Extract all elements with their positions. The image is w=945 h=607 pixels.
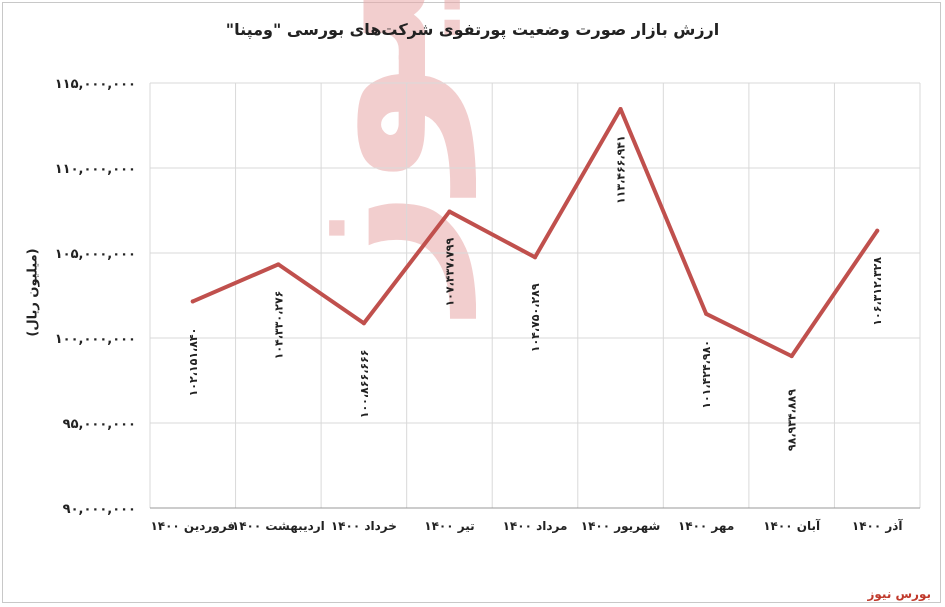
x-tick-label: شهریور ۱۴۰۰: [581, 519, 661, 534]
data-point: [276, 262, 281, 267]
y-tick-label: ۱۱۵,۰۰۰,۰۰۰: [55, 77, 136, 92]
y-tick-label: ۱۰۵,۰۰۰,۰۰۰: [55, 247, 136, 262]
data-point: [361, 321, 366, 326]
x-tick-label: تیر ۱۴۰۰: [424, 519, 474, 533]
data-point: [447, 209, 452, 214]
x-tick-label: مهر ۱۴۰۰: [678, 519, 734, 533]
y-tick-label: ۹۵,۰۰۰,۰۰۰: [63, 417, 136, 432]
y-tick-label: ۹۰,۰۰۰,۰۰۰: [63, 502, 136, 517]
x-tick-label: آذر ۱۴۰۰: [852, 518, 904, 533]
data-label: ۱۰۱،۴۲۴،۹۸۰: [700, 340, 713, 409]
data-point: [618, 107, 623, 112]
data-label: ۱۰۲،۱۵۱،۸۴۰: [187, 328, 200, 397]
data-label: ۱۰۰،۸۶۶،۶۶۶: [358, 349, 371, 418]
y-tick-label: ۱۱۰,۰۰۰,۰۰۰: [55, 162, 136, 177]
y-tick-label: ۱۰۰,۰۰۰,۰۰۰: [55, 332, 136, 347]
data-label: ۹۸،۹۳۴،۸۸۹: [786, 389, 799, 451]
data-label: ۱۰۷،۴۳۷،۷۹۹: [443, 237, 456, 306]
chart-title: ارزش بازار صورت وضعیت پورتفوی شرکت‌های ب…: [225, 20, 720, 39]
data-label: ۱۱۳،۴۶۶،۹۴۱: [615, 135, 628, 204]
x-tick-label: فروردین ۱۴۰۰: [150, 519, 235, 534]
data-point: [190, 299, 195, 304]
x-tick-label: آبان ۱۴۰۰: [763, 518, 821, 533]
x-tick-label: اردیبهشت ۱۴۰۰: [232, 519, 325, 533]
x-tick-label: خرداد ۱۴۰۰: [331, 519, 397, 533]
data-point: [533, 255, 537, 260]
source-label: بورس نیوز: [867, 587, 931, 601]
data-label: ۱۰۶،۳۱۲،۳۲۸: [871, 257, 884, 326]
data-point: [789, 354, 794, 359]
data-label: ۱۰۴،۷۵۰،۲۸۹: [529, 283, 542, 352]
data-point: [875, 228, 880, 233]
data-label: ۱۰۴،۳۳۰،۲۷۶: [272, 291, 285, 360]
x-tick-label: مرداد ۱۴۰۰: [503, 519, 568, 533]
data-point: [704, 311, 709, 316]
